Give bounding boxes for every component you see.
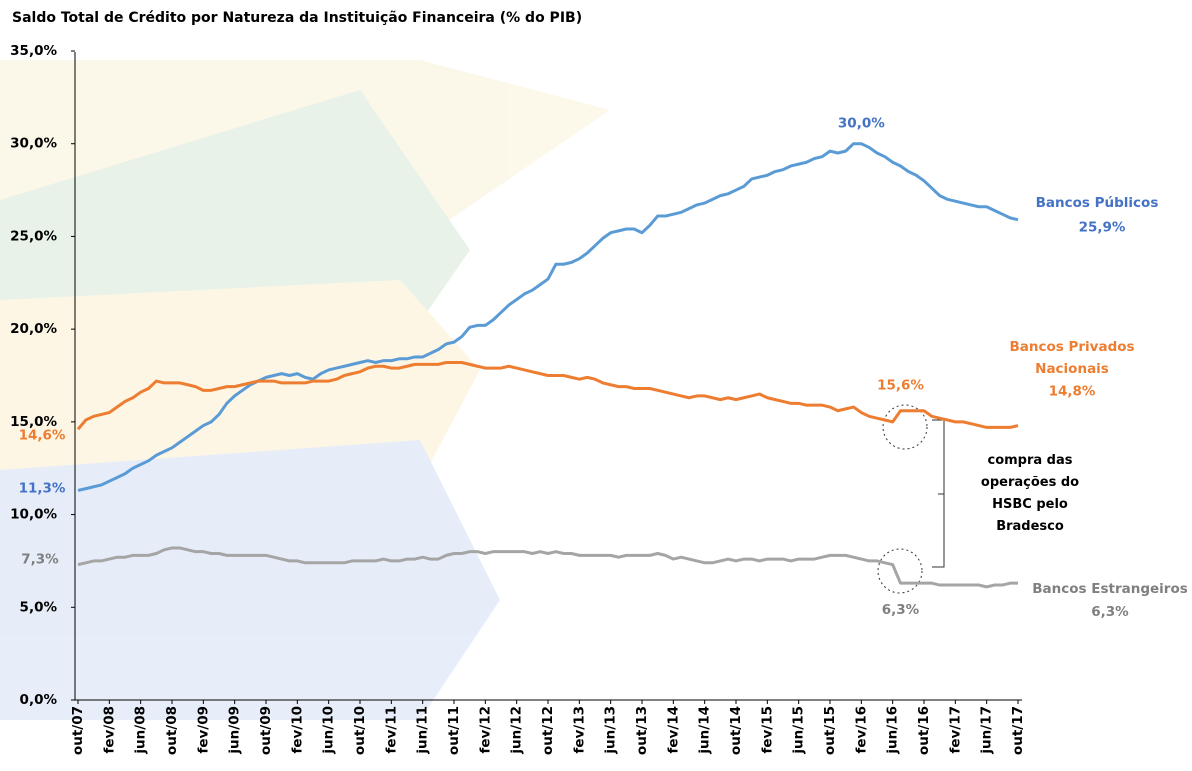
x-tick-label: out/17 [1010,706,1026,755]
x-tick-label: jun/11 [415,706,431,755]
x-tick-label: jun/10 [321,706,337,755]
x-tick-label: out/14 [728,706,744,755]
x-tick-label: fev/17 [947,706,963,754]
x-tick-label: out/10 [352,706,368,755]
y-tick-label: 25,0% [10,228,57,244]
y-tick-label: 0,0% [20,692,58,708]
x-tick-label: out/12 [540,706,556,755]
data-label: 11,3% [19,480,66,496]
x-tick-label: out/16 [916,706,932,755]
x-tick-label: jun/12 [509,706,525,755]
x-tick-label: jun/16 [885,706,901,755]
x-tick-label: out/07 [70,706,86,755]
x-tick-label: fev/14 [665,706,681,754]
highlight-circle [878,549,922,593]
y-tick-label: 10,0% [10,507,57,523]
data-label: 7,3% [21,552,59,568]
series-name: Bancos Privados Nacionais [1002,336,1142,380]
data-label: 14,8% [1049,384,1096,400]
x-tick-label: out/11 [446,706,462,755]
data-label: 15,6% [877,378,924,394]
x-tick-label: fev/16 [853,706,869,754]
x-tick-label: jun/13 [603,706,619,755]
data-label: 6,3% [1091,604,1129,620]
background-watermark [0,60,610,720]
chart: Saldo Total de Crédito por Natureza da I… [0,0,1192,771]
x-tick-label: out/09 [258,706,274,755]
x-tick-label: jun/15 [791,706,807,755]
y-tick-label: 20,0% [10,321,57,337]
x-tick-label: out/08 [164,706,180,755]
x-tick-label: jun/17 [979,706,995,755]
data-label: 30,0% [838,116,885,132]
x-tick-label: out/15 [822,706,838,755]
x-tick-label: jun/14 [697,706,713,755]
chart-title: Saldo Total de Crédito por Natureza da I… [12,10,582,26]
series-name: Bancos Públicos [997,192,1192,214]
x-tick-label: fev/10 [289,706,305,754]
y-tick-label: 30,0% [10,136,57,152]
x-tick-label: fev/09 [195,706,211,754]
x-tick-label: fev/11 [383,706,399,754]
x-tick-label: jun/08 [133,706,149,755]
annotation: compra das operações do HSBC pelo Brades… [960,450,1100,538]
x-tick-label: fev/15 [759,706,775,754]
y-tick-label: 35,0% [10,43,57,59]
data-label: 14,6% [19,427,66,443]
data-label: 6,3% [882,602,920,618]
series-name: Bancos Estrangeiros [1000,578,1192,600]
x-tick-label: fev/12 [477,706,493,754]
data-label: 25,9% [1079,220,1126,236]
page: Saldo Total de Crédito por Natureza da I… [0,0,1192,771]
x-tick-label: jun/09 [227,706,243,755]
y-tick-label: 5,0% [20,599,58,615]
x-tick-label: out/13 [634,706,650,755]
x-tick-label: fev/08 [101,706,117,754]
x-tick-label: fev/13 [571,706,587,754]
